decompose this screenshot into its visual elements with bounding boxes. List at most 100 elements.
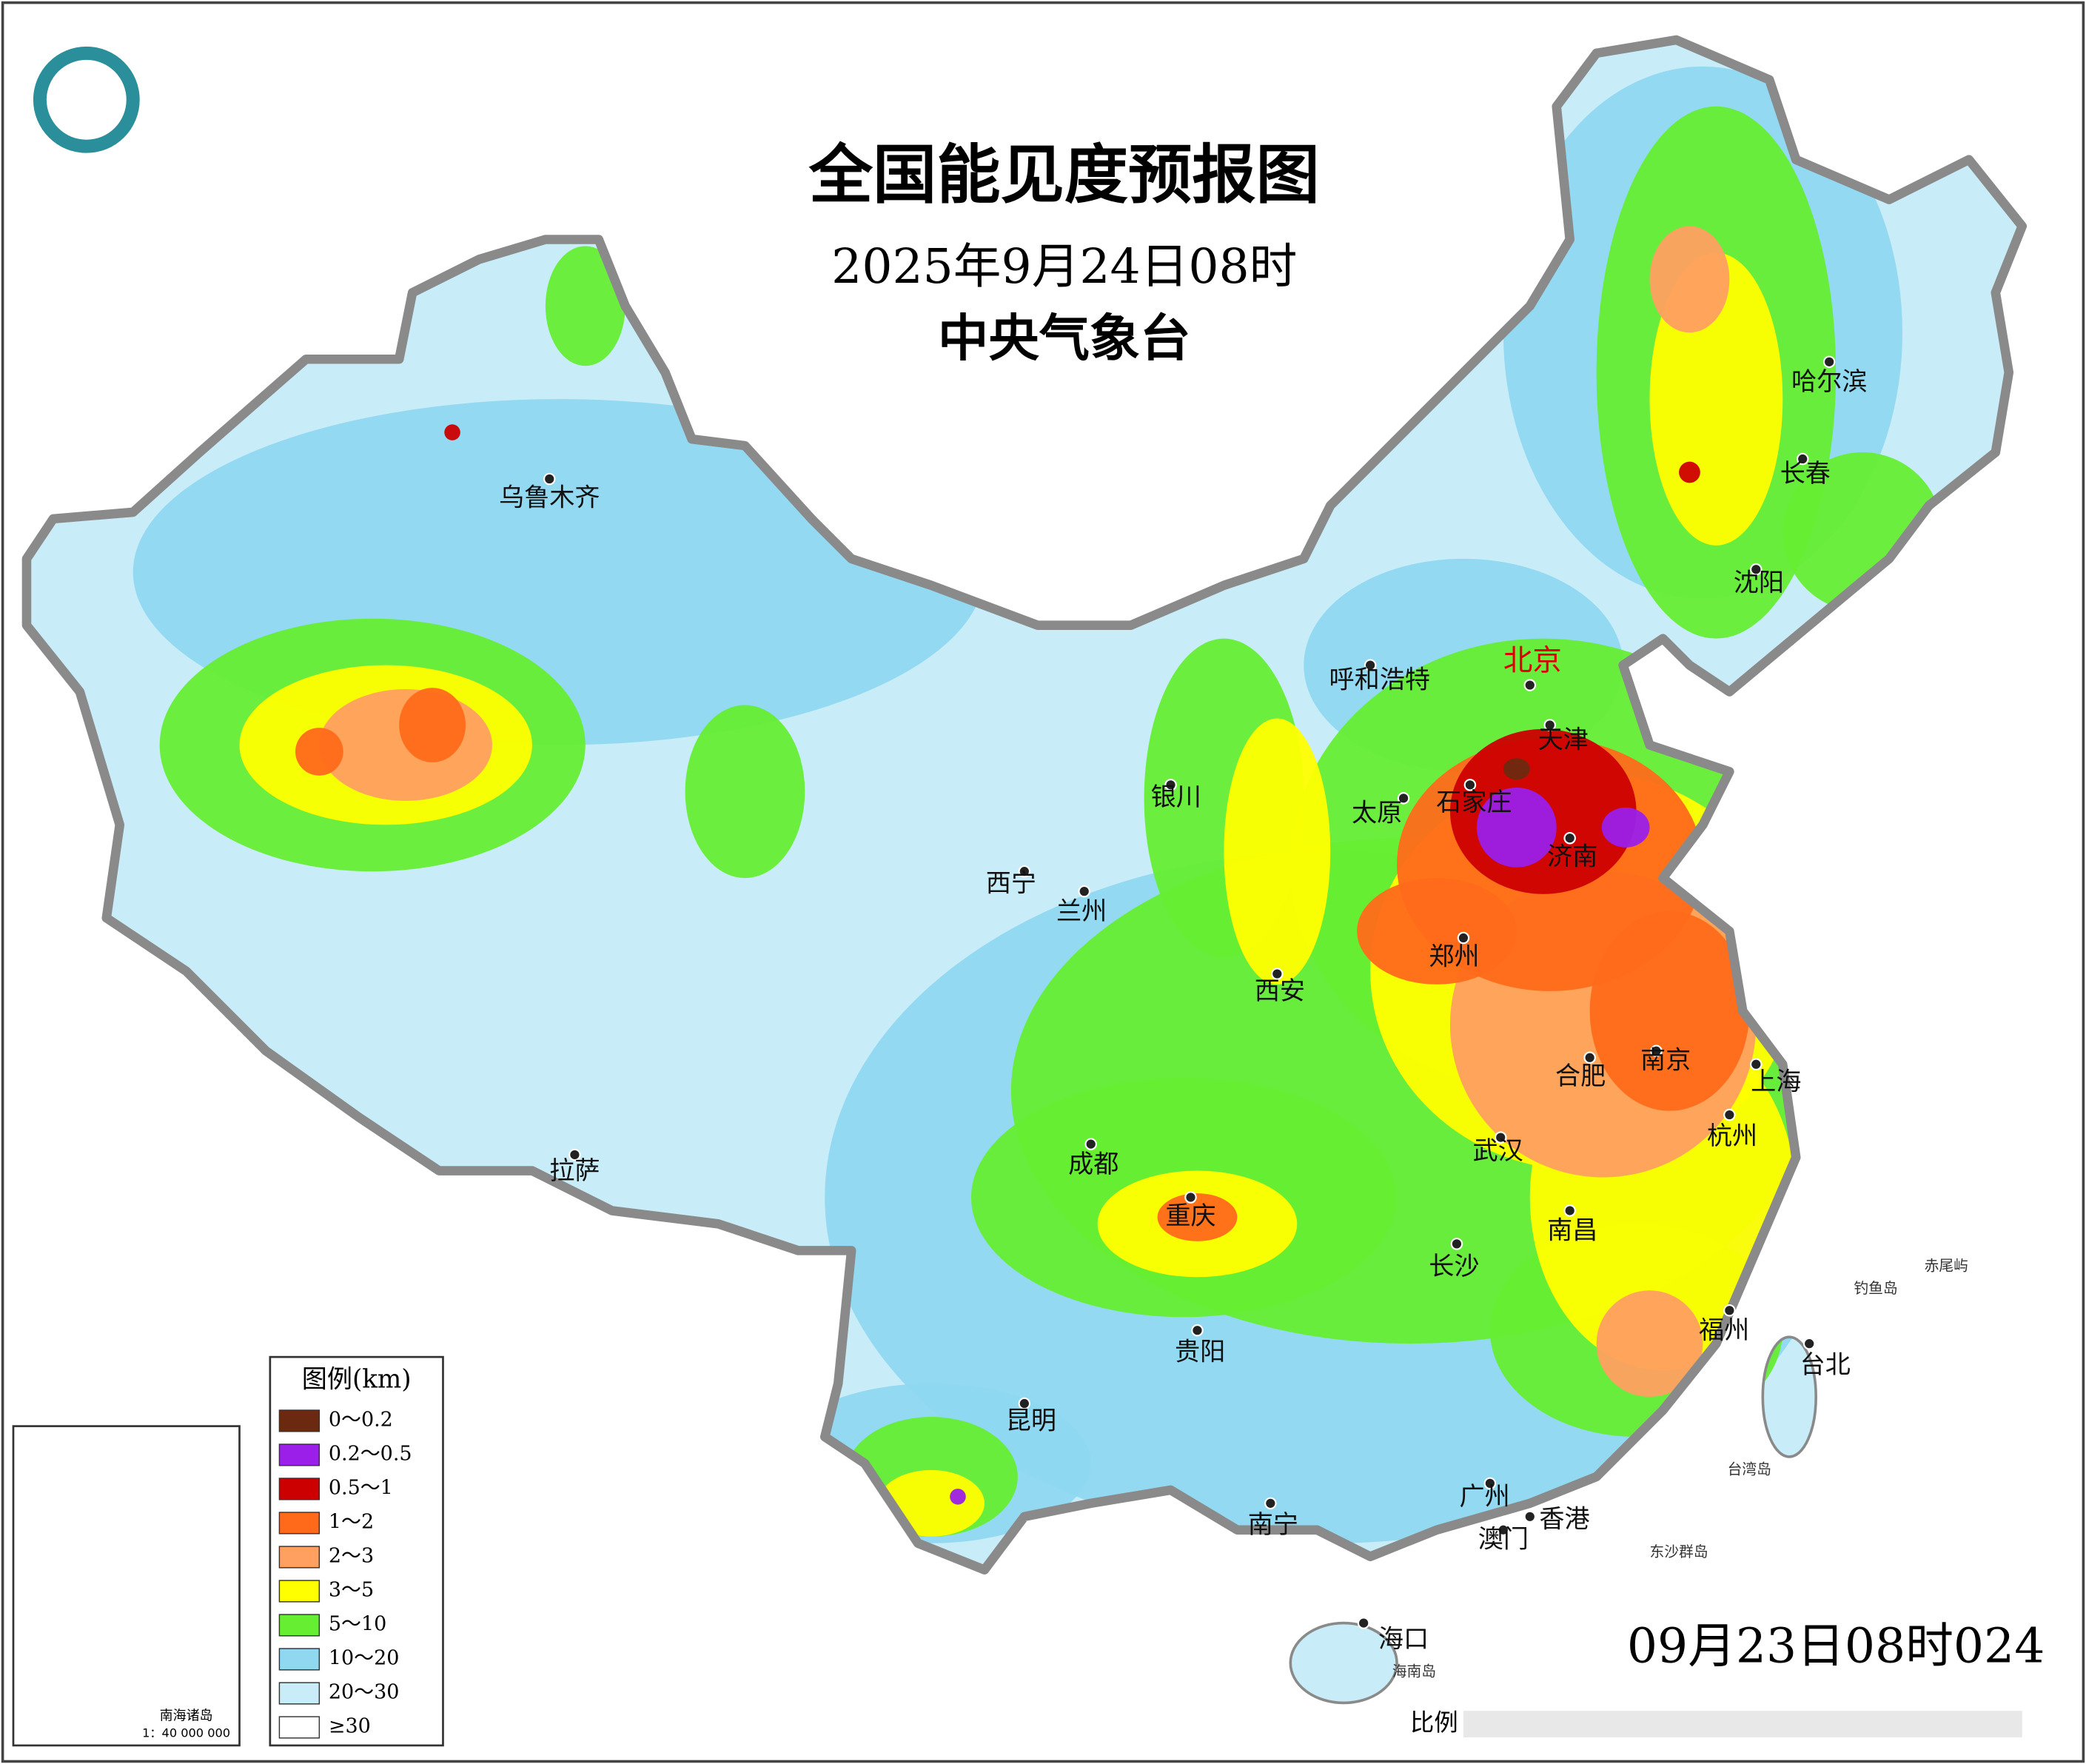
city-dot [1457,931,1470,945]
city-label: 香港 [1539,1505,1589,1535]
scale-bar [1463,1711,2022,1738]
city-dot [1084,1138,1097,1150]
city-label: 银川 [1151,782,1201,812]
scale-label: 比例 [1410,1708,1458,1737]
city-label: 上海 [1751,1067,1801,1096]
visibility-zone [1649,226,1730,333]
legend-label: 1～2 [329,1510,374,1533]
visibility-zone [1476,787,1557,868]
city-dot [1796,452,1809,466]
city-dot [543,472,556,486]
city-dot [1463,779,1477,791]
city-label: 杭州 [1707,1121,1757,1151]
city-dot [1543,719,1557,731]
island-label: 东沙群岛 [1650,1543,1708,1560]
city-label: 拉萨 [549,1156,600,1186]
logo-inner [46,59,127,140]
visibility-zone [1157,1193,1238,1241]
city-dot [1563,831,1576,845]
visibility-zone [685,705,805,879]
city-dot [1264,1497,1277,1510]
legend-label: 0.5～1 [329,1476,393,1499]
city-dot [1494,1131,1507,1144]
city-dot [569,1148,581,1161]
city-dot [1357,1617,1370,1629]
legend-label: 0.2～0.5 [329,1442,412,1465]
city-dot [1450,1238,1463,1250]
legend-label: 10～20 [329,1646,400,1669]
visibility-zone [295,728,343,776]
city-label: 西宁 [986,869,1036,899]
city-label: 长春 [1780,459,1831,489]
city-dot [1723,1304,1736,1317]
legend-label: 2～3 [329,1544,374,1567]
city-dot [1497,1523,1510,1537]
city-label: 天津 [1538,725,1589,755]
city-dot [1523,1510,1537,1523]
visibility-zone [1357,878,1517,985]
visibility-zone [1503,758,1530,780]
city-label: 哈尔滨 [1791,367,1867,397]
visibility-zone [950,1489,966,1505]
city-label: 海口 [1378,1624,1429,1654]
hainan-outline [1289,1621,1398,1705]
city-label: 西安 [1255,976,1305,1006]
city-label: 广州 [1460,1482,1510,1512]
island-label: 台湾岛 [1728,1461,1771,1478]
visibility-zone [1679,461,1700,483]
inset-title: 南海诸岛 [160,1708,213,1723]
city-label: 太原 [1352,798,1402,828]
city-dot [1650,1044,1663,1058]
city-dot [1563,1204,1576,1217]
city-label: 郑州 [1429,942,1479,971]
legend-swatch [278,1409,321,1432]
city-dot [1802,1337,1816,1350]
city-dot [1397,792,1410,805]
city-dot [1750,1058,1763,1071]
inset-scale: 1：40 000 000 [142,1726,230,1740]
legend-title: 图例(km) [302,1364,412,1394]
city-dot [1164,779,1177,791]
visibility-zone [444,424,460,440]
visibility-zone [1596,1290,1703,1398]
city-label: 呼和浩特 [1329,665,1430,695]
legend-swatch [278,1546,321,1569]
city-label: 兰州 [1056,896,1107,926]
city-dot [1364,659,1377,671]
city-label: 石家庄 [1436,788,1512,817]
legend-swatch [278,1648,321,1671]
city-dot [1271,967,1284,980]
visibility-zone [1601,807,1650,848]
city-label: 北京 [1503,644,1562,678]
city-dot [1191,1324,1204,1337]
city-label: 南宁 [1248,1510,1298,1540]
city-dot [1822,355,1836,369]
city-label: 昆明 [1006,1406,1056,1436]
legend-swatch [278,1478,321,1500]
visibility-zone [545,246,626,366]
title: 全国能见度预报图 [808,138,1320,212]
visibility-zone [1224,718,1331,985]
legend-swatch [278,1580,321,1603]
legend-swatch [278,1614,321,1637]
city-label: 台北 [1800,1350,1851,1380]
legend-swatch [278,1443,321,1466]
taiwan-outline [1761,1335,1817,1458]
city-label: 成都 [1068,1150,1119,1179]
city-dot [1018,1397,1031,1410]
city-dot [1723,1108,1736,1121]
visibility-zone [399,688,466,762]
island-label: 海南岛 [1392,1663,1436,1680]
city-dot [1523,679,1537,691]
city-dot [1583,1051,1596,1064]
city-label: 济南 [1547,842,1597,872]
legend-swatch [278,1716,321,1739]
city-dot [1184,1191,1197,1204]
legend-label: 0～0.2 [329,1408,393,1431]
city-dot [1018,865,1031,878]
island-label: 钓鱼岛 [1854,1280,1897,1297]
city-label: 福州 [1699,1315,1749,1345]
subtitle: 2025年9月24日08时 [831,239,1297,295]
